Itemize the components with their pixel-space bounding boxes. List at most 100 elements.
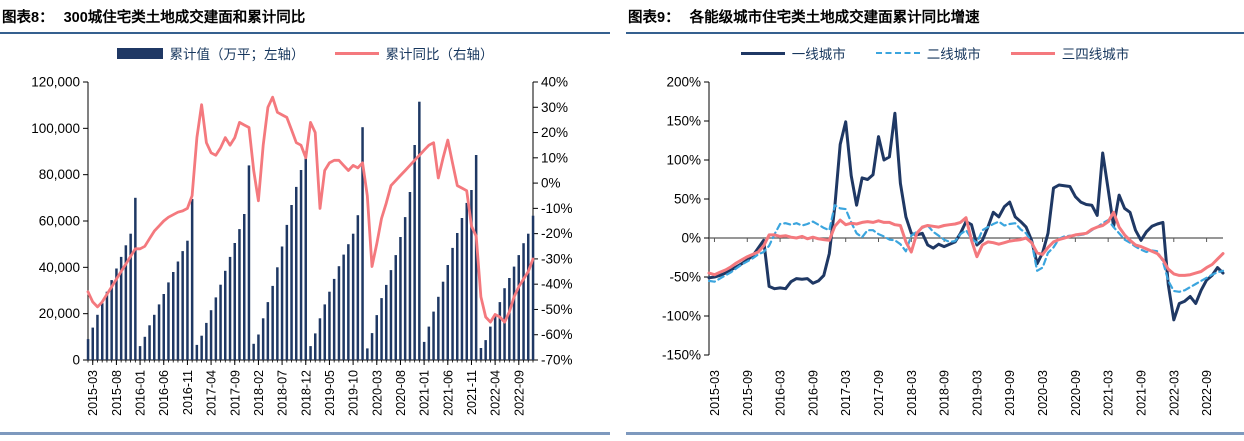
bar: [366, 348, 369, 360]
svg-text:2016-01: 2016-01: [134, 370, 148, 416]
svg-text:2015-03: 2015-03: [708, 370, 722, 416]
bar: [238, 229, 241, 360]
svg-text:2021-11: 2021-11: [465, 370, 479, 415]
bar: [451, 247, 454, 360]
bar: [437, 296, 440, 360]
svg-text:2016-03: 2016-03: [774, 370, 788, 416]
svg-text:50%: 50%: [674, 192, 701, 207]
bar: [318, 318, 322, 360]
chart-title-left: 图表8： 300城住宅类土地成交建面和累计同比: [0, 0, 610, 34]
legend-label: 二线城市: [926, 47, 981, 62]
series-二线城市: [707, 204, 1225, 293]
svg-text:2019-10: 2019-10: [347, 370, 361, 416]
bar: [337, 266, 341, 360]
bar: [498, 302, 502, 360]
svg-text:2020-09: 2020-09: [1069, 370, 1083, 416]
svg-text:2018-03: 2018-03: [905, 370, 919, 416]
svg-text:20,000: 20,000: [39, 306, 80, 321]
bar: [233, 243, 236, 360]
bar: [427, 326, 431, 360]
svg-text:2017-09: 2017-09: [872, 370, 886, 416]
bar: [299, 170, 303, 360]
bar: [394, 255, 397, 360]
bar: [86, 339, 90, 360]
svg-text:2022-04: 2022-04: [489, 370, 503, 416]
bar: [209, 310, 213, 360]
chart-title-right: 图表9： 各能级城市住宅类土地成交建面累计同比增速: [626, 0, 1244, 34]
legend-left: 累计值（万平；左轴） 累计同比（右轴）: [0, 43, 610, 63]
svg-text:-40%: -40%: [541, 277, 573, 292]
svg-text:2019-05: 2019-05: [323, 370, 337, 416]
legend-label: 三四线城市: [1061, 47, 1130, 62]
bar: [290, 205, 293, 360]
bar: [375, 315, 378, 360]
tier2-line-swatch: [875, 52, 920, 54]
svg-text:2018-12: 2018-12: [299, 370, 313, 416]
series-三四线城市: [707, 210, 1225, 277]
svg-text:150%: 150%: [666, 114, 701, 129]
legend-label: 一线城市: [791, 47, 846, 62]
svg-text:2020-03: 2020-03: [1036, 370, 1050, 416]
svg-text:0%: 0%: [681, 231, 701, 246]
bar-line-chart-canvas: 120,000 100,000 80,000 60,000 40,000 20,000 0 4…: [31, 75, 573, 416]
bar: [101, 303, 104, 360]
figure-title-left: 300城住宅类土地成交建面和累计同比: [63, 10, 306, 26]
svg-text:120,000: 120,000: [31, 75, 80, 90]
bar: [129, 233, 132, 360]
bar: [380, 298, 383, 360]
svg-text:0: 0: [72, 353, 80, 368]
svg-text:2016-09: 2016-09: [806, 370, 820, 416]
multi-line-chart-canvas: 200% 150% 100% 50% 0% -50% -100% -150% 2015-03 20…: [662, 75, 1225, 416]
bar: [446, 265, 449, 360]
svg-text:2015-08: 2015-08: [110, 370, 124, 416]
chart-panel-left: 图表8： 300城住宅类土地成交建面和累计同比 累计值（万平；左轴） 累计同比（右…: [0, 0, 610, 441]
bar: [266, 302, 270, 360]
svg-text:100,000: 100,000: [31, 121, 80, 136]
legend-item-tier1: 一线城市: [740, 43, 846, 63]
bar: [285, 224, 289, 360]
bar: [408, 192, 412, 360]
svg-text:2022-09: 2022-09: [1200, 370, 1214, 416]
bar: [261, 318, 265, 360]
bar: [276, 267, 279, 360]
svg-text:2017-03: 2017-03: [839, 370, 853, 416]
bar: [332, 278, 336, 360]
svg-text:80,000: 80,000: [39, 167, 80, 182]
svg-text:2018-02: 2018-02: [252, 370, 266, 416]
bar: [441, 281, 445, 360]
svg-text:2016-06: 2016-06: [157, 370, 171, 416]
bar: [172, 272, 175, 360]
legend-label: 累计同比（右轴）: [385, 47, 494, 62]
bar: [418, 101, 421, 360]
bar: [493, 315, 497, 360]
svg-text:2018-07: 2018-07: [276, 370, 290, 416]
bar-series-swatch: [116, 47, 163, 59]
svg-text:0%: 0%: [541, 176, 561, 191]
svg-text:-150%: -150%: [662, 348, 701, 363]
bar: [304, 151, 307, 360]
bar: [167, 282, 170, 360]
bar: [460, 218, 464, 360]
svg-text:60,000: 60,000: [39, 214, 80, 229]
legend-item-cumulative-yoy: 累计同比（右轴）: [334, 43, 494, 63]
svg-text:2019-03: 2019-03: [970, 370, 984, 416]
bar: [403, 217, 407, 360]
bar: [247, 165, 251, 360]
figure-title-right: 各能级城市住宅类土地成交建面累计同比增速: [689, 10, 980, 26]
svg-text:200%: 200%: [666, 75, 701, 90]
bar: [489, 326, 492, 360]
chart-panel-right: 图表9： 各能级城市住宅类土地成交建面累计同比增速 一线城市 二线城市 三四线城市…: [626, 0, 1244, 441]
bar: [323, 304, 326, 360]
bar: [190, 199, 194, 360]
bar: [522, 243, 525, 360]
svg-text:2017-09: 2017-09: [228, 370, 242, 416]
svg-text:2021-09: 2021-09: [1135, 370, 1149, 416]
bar: [309, 346, 312, 360]
bar: [195, 344, 199, 360]
svg-text:-60%: -60%: [541, 327, 573, 342]
svg-text:2022-09: 2022-09: [512, 370, 526, 416]
legend-label: 累计值（万平；左轴）: [169, 47, 305, 62]
svg-text:-20%: -20%: [541, 226, 573, 241]
svg-text:20%: 20%: [541, 125, 568, 140]
bar: [214, 297, 218, 360]
